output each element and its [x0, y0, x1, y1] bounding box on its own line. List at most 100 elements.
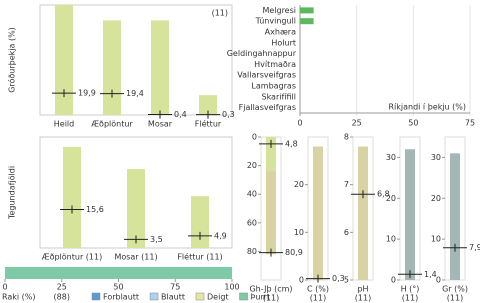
y-tick-label: 60	[247, 218, 257, 227]
y-tick-label: Axhæra	[265, 28, 296, 37]
marker-label: 19,9	[78, 89, 96, 98]
bar	[358, 146, 368, 280]
y-tick-label: 0	[436, 276, 441, 285]
y-tick-label: 5	[344, 276, 349, 285]
bar-segment	[5, 267, 232, 279]
bar	[55, 5, 73, 115]
x-tick-label: Æðplöntur (11)	[42, 253, 102, 262]
x-axis-label: Gr (%)	[442, 285, 468, 294]
marker-label: 0,4	[174, 110, 187, 119]
bar	[191, 196, 209, 248]
y-axis-label: Raki (%)	[2, 293, 36, 302]
x-tick-label: 25	[57, 283, 67, 292]
n-label: (11)	[447, 294, 463, 303]
marker-label: 19,4	[126, 89, 144, 98]
marker-label: 7,9	[469, 243, 480, 252]
n-label: (88)	[54, 293, 70, 302]
plot-frame	[39, 4, 233, 116]
legend-swatch	[91, 292, 101, 301]
bar	[63, 146, 81, 248]
x-tick-label: Heild	[54, 120, 74, 129]
x-tick-label: Mosar (11)	[114, 253, 157, 262]
x-tick-label: 25	[352, 119, 362, 128]
x-tick-label: Fléttur (11)	[177, 252, 222, 262]
y-tick-label: Lambagras	[251, 82, 296, 91]
x-tick-label: 100	[224, 283, 239, 292]
bar	[300, 7, 314, 14]
annotation: (11)	[212, 9, 228, 18]
n-label: (11)	[310, 294, 326, 303]
bar	[313, 146, 323, 280]
y-tick-label: 20	[247, 161, 257, 170]
marker-label: 1,4	[424, 270, 437, 279]
marker-label: 3,5	[150, 235, 163, 244]
x-tick-label: Æðplöntur	[91, 120, 133, 129]
marker-label: 4,8	[285, 139, 298, 148]
marker-label: 0,3	[222, 110, 235, 119]
y-tick-label: 20	[431, 194, 441, 203]
n-label: (11)	[263, 294, 279, 303]
y-tick-label: 30	[386, 153, 396, 162]
y-tick-label: Vallarsveifgras	[237, 71, 296, 80]
y-axis-label: Tegundafjöldi	[8, 166, 17, 220]
y-tick-label: Geldingahnappur	[227, 49, 297, 58]
x-tick-label: 75	[170, 283, 180, 292]
marker-label: 80,9	[285, 248, 303, 257]
x-tick-label: Mosar	[148, 120, 173, 129]
y-tick-label: 10	[294, 228, 304, 237]
y-axis-label: Gróðurþekja (%)	[7, 27, 17, 93]
y-tick-label: Hvítmaðra	[254, 60, 296, 69]
y-tick-label: 8	[344, 133, 349, 142]
bar	[127, 169, 145, 248]
y-tick-label: 20	[294, 180, 304, 189]
bar	[151, 20, 169, 115]
bar	[450, 153, 460, 280]
legend-label: Deigt	[207, 293, 229, 302]
bar	[405, 149, 415, 280]
y-tick-label: Fjallasveifgras	[239, 103, 296, 112]
legend-swatch	[195, 292, 205, 301]
y-tick-label: 0	[252, 133, 257, 142]
y-tick-label: 0	[299, 276, 304, 285]
x-tick-label: 0	[2, 283, 7, 292]
x-axis-label: pH	[357, 285, 368, 294]
marker-label: 0,3	[332, 274, 345, 283]
bar	[266, 137, 276, 172]
marker-label: 6,8	[377, 190, 390, 199]
marker-label: 15,6	[86, 205, 104, 214]
y-tick-label: 80	[247, 247, 257, 256]
y-tick-label: Túnvingull	[255, 17, 296, 26]
x-tick-label: 0	[297, 119, 302, 128]
y-tick-label: 40	[247, 190, 257, 199]
bar	[103, 20, 121, 115]
marker-label: 4,9	[214, 231, 227, 240]
y-tick-label: 7	[344, 180, 349, 189]
y-tick-label: 20	[386, 194, 396, 203]
y-tick-label: 0	[391, 276, 396, 285]
legend-label: Þurrt	[251, 293, 270, 302]
y-tick-label: 10	[431, 235, 441, 244]
y-tick-label: Holurt	[271, 38, 296, 47]
x-tick-label: 50	[408, 119, 418, 128]
legend-swatch	[239, 292, 248, 301]
x-axis-label: H (°)	[401, 285, 420, 294]
x-tick-label: 50	[113, 283, 123, 292]
y-tick-label: 6	[344, 228, 349, 237]
legend-label: Forblautt	[103, 293, 139, 302]
y-tick-label: Melgresi	[262, 6, 296, 15]
x-axis-label: Gh-Jþ (cm)	[249, 285, 292, 294]
x-axis-label: Ríkjandi í þekju (%)	[388, 103, 466, 112]
y-tick-label: 30	[431, 153, 441, 162]
x-tick-label: Fléttur	[195, 119, 222, 129]
n-label: (11)	[355, 294, 371, 303]
bar	[266, 137, 276, 255]
x-tick-label: 75	[465, 119, 475, 128]
legend-swatch	[149, 292, 159, 301]
bar	[300, 18, 314, 25]
bar	[199, 95, 217, 115]
legend-label: Blautt	[161, 293, 185, 302]
y-tick-label: 10	[386, 235, 396, 244]
x-axis-label: C (%)	[307, 285, 329, 294]
y-tick-label: Skarifífill	[261, 92, 296, 101]
